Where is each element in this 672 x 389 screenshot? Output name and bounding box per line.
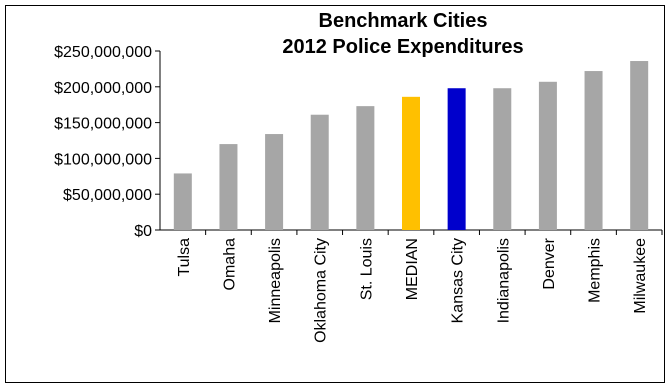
x-tick-label: Tulsa [176, 238, 193, 277]
x-tick-label: Kansas City [450, 238, 467, 323]
bar [538, 81, 557, 231]
x-tick-labels: Tulsa Omaha Minneapolis Oklahoma City St. Lo… [176, 237, 649, 343]
bar [447, 88, 466, 231]
y-tick-label: $100,000,000 [54, 151, 152, 168]
y-tick-label: $250,000,000 [54, 44, 152, 61]
bar [493, 88, 512, 231]
x-tick-label: MEDIAN [404, 238, 421, 300]
bars [173, 61, 649, 231]
x-tick-label: Oklahoma City [313, 238, 330, 343]
chart-title-line-1: Benchmark Cities [319, 10, 488, 32]
bar [219, 144, 238, 230]
x-tick-label: Memphis [587, 238, 604, 303]
y-tick-label: $150,000,000 [54, 116, 152, 133]
chart-title-line-2: 2012 Police Expenditures [282, 36, 523, 58]
y-tick-label: $200,000,000 [54, 80, 152, 97]
x-tick-label: Denver [541, 237, 558, 289]
bar [265, 134, 284, 230]
x-tick-label: Milwaukee [632, 238, 649, 314]
bar [630, 61, 649, 230]
bar [173, 173, 192, 230]
x-tick-label: Minneapolis [267, 238, 284, 323]
x-tick-label: Omaha [221, 238, 238, 291]
y-tick-label: $0 [134, 223, 152, 240]
bar [310, 114, 329, 230]
bar [584, 71, 603, 230]
bar [402, 96, 420, 230]
x-tick-label: Indianapolis [495, 238, 512, 323]
bar [356, 106, 375, 230]
y-tick-labels: $0 $50,000,000 $100,000,000 $150,000,000 $20… [54, 44, 152, 240]
x-tick-label: St. Louis [358, 238, 375, 300]
y-tick-label: $50,000,000 [63, 187, 152, 204]
